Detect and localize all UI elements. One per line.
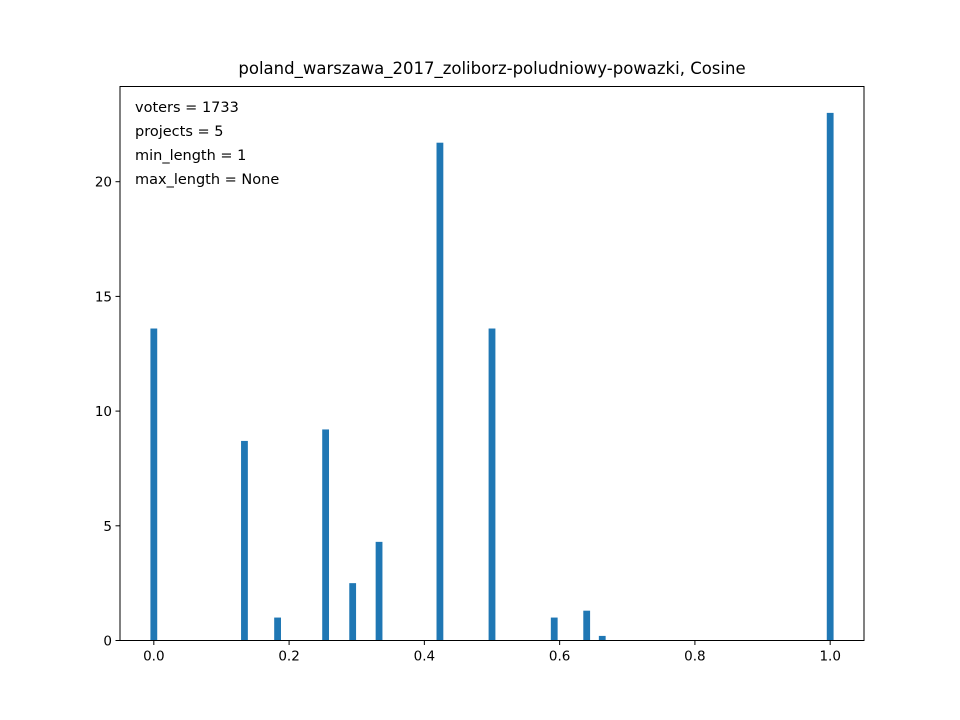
bar-5 [375, 541, 383, 641]
plot-frame [119, 86, 865, 641]
stats-annotation: voters = 1733 projects = 5 min_length = 1 m… [135, 100, 279, 188]
bar-11 [826, 112, 834, 641]
annotation-line: min_length = 1 [135, 148, 246, 164]
x-tick-label: 1.0 [819, 649, 840, 665]
x-tick-label: 0.0 [143, 649, 164, 665]
x-tick-label: 0.4 [414, 649, 435, 665]
chart-title: poland_warszawa_2017_zoliborz-poludniowy… [238, 59, 745, 79]
annotation-line: max_length = None [135, 172, 279, 188]
x-tick-label: 0.8 [684, 649, 705, 665]
bar-6 [436, 142, 444, 641]
bar-2 [274, 617, 281, 641]
bars-group [150, 112, 834, 641]
y-tick-label: 20 [95, 175, 112, 191]
annotation-line: voters = 1733 [135, 100, 239, 116]
y-tick-label: 0 [103, 634, 112, 650]
x-tick-label: 0.6 [549, 649, 570, 665]
bar-8 [550, 617, 558, 641]
y-axis: 0 5 10 15 20 [95, 175, 120, 650]
y-tick-label: 10 [95, 404, 112, 420]
bar-9 [583, 610, 591, 641]
bar-10 [598, 635, 606, 641]
bar-3 [322, 429, 330, 641]
x-axis: 0.0 0.2 0.4 0.6 0.8 1.0 [143, 640, 841, 665]
bar-0 [150, 328, 158, 641]
bar-1 [241, 440, 248, 641]
annotation-line: projects = 5 [135, 124, 223, 140]
bar-4 [349, 583, 357, 641]
x-tick-label: 0.2 [278, 649, 299, 665]
y-tick-label: 15 [95, 289, 112, 305]
y-tick-label: 5 [103, 519, 112, 535]
bar-7 [488, 328, 496, 641]
